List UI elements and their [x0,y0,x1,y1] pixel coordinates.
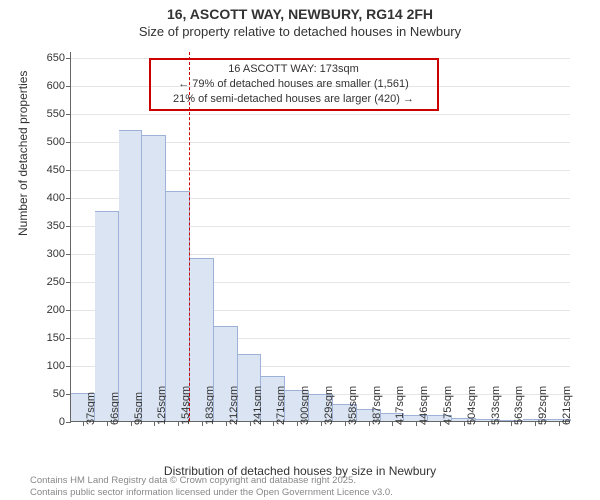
xtick-mark [83,421,84,426]
histogram-chart: 0501001502002503003504004505005506006503… [70,52,570,422]
xtick-mark [107,421,108,426]
ytick-label: 150 [47,332,65,344]
xtick-mark [488,421,489,426]
ytick-label: 650 [47,52,65,64]
plot-area: 0501001502002503003504004505005506006503… [70,52,570,422]
ytick-label: 350 [47,220,65,232]
xtick-mark [226,421,227,426]
ytick-label: 300 [47,248,65,260]
ytick-mark [66,282,71,283]
xtick-mark [345,421,346,426]
ytick-mark [66,310,71,311]
ytick-label: 550 [47,108,65,120]
xtick-mark [202,421,203,426]
xtick-mark [250,421,251,426]
xtick-mark [369,421,370,426]
ytick-label: 0 [59,416,65,428]
callout-title: 16 ASCOTT WAY: 173sqm [157,62,431,77]
xtick-mark [178,421,179,426]
xtick-mark [440,421,441,426]
callout-box: 16 ASCOTT WAY: 173sqm← 79% of detached h… [149,58,439,111]
footer-line1: Contains HM Land Registry data © Crown c… [30,475,393,486]
page-subtitle: Size of property relative to detached ho… [0,24,600,39]
ytick-label: 400 [47,192,65,204]
ytick-label: 50 [53,388,65,400]
histogram-bar [142,135,166,421]
gridline [71,114,570,115]
xtick-mark [559,421,560,426]
ytick-label: 100 [47,360,65,372]
xtick-mark [464,421,465,426]
ytick-mark [66,338,71,339]
ytick-mark [66,86,71,87]
histogram-bar [95,211,119,421]
ytick-mark [66,422,71,423]
callout-smaller: ← 79% of detached houses are smaller (1,… [157,77,431,92]
ytick-label: 600 [47,80,65,92]
ytick-label: 500 [47,136,65,148]
ytick-mark [66,170,71,171]
ytick-mark [66,58,71,59]
ytick-mark [66,114,71,115]
page-title: 16, ASCOTT WAY, NEWBURY, RG14 2FH [0,6,600,22]
xtick-mark [131,421,132,426]
xtick-mark [321,421,322,426]
ytick-mark [66,254,71,255]
ytick-label: 450 [47,164,65,176]
callout-larger: 21% of semi-detached houses are larger (… [157,92,431,107]
ytick-label: 200 [47,304,65,316]
xtick-label: 621sqm [561,386,573,425]
ytick-mark [66,198,71,199]
y-axis-label: Number of detached properties [16,71,30,236]
footer-line2: Contains public sector information licen… [30,487,393,498]
footer-attribution: Contains HM Land Registry data © Crown c… [30,475,393,498]
ytick-mark [66,142,71,143]
ytick-mark [66,226,71,227]
ytick-label: 250 [47,276,65,288]
histogram-bar [119,130,143,422]
ytick-mark [66,366,71,367]
